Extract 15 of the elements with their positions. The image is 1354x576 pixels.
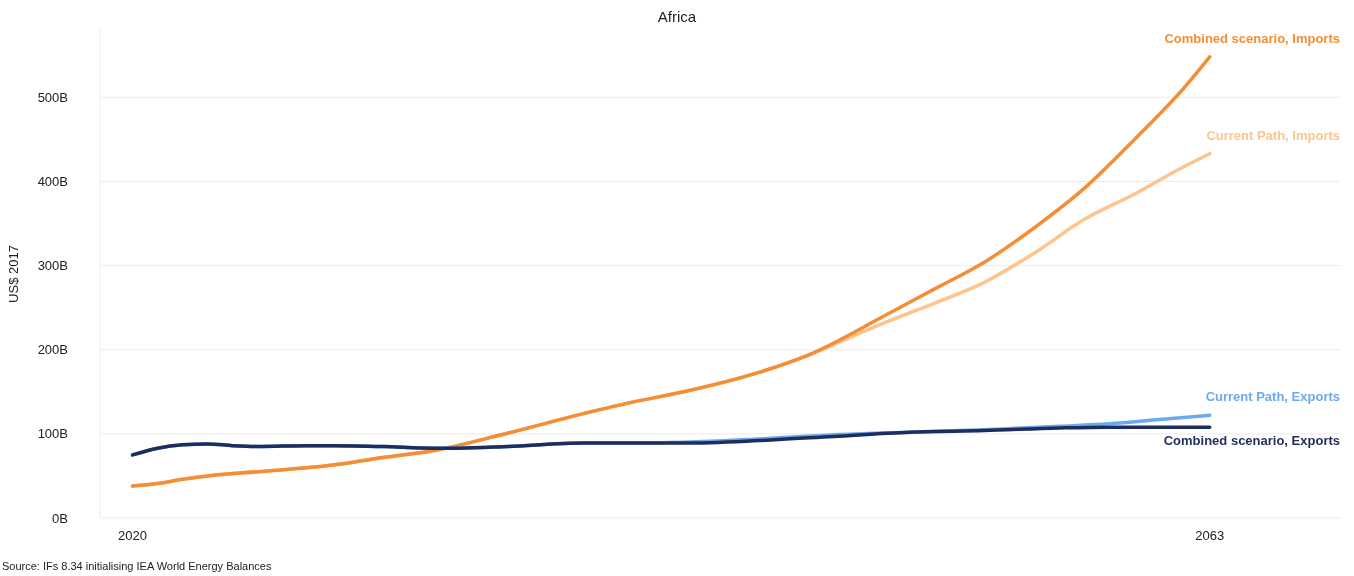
- y-tick-label: 100B: [37, 426, 68, 442]
- y-tick-label: 0B: [52, 510, 68, 526]
- series-label: Combined scenario, Exports: [1163, 433, 1340, 449]
- chart-title: Africa: [657, 8, 697, 25]
- y-axis-title: US$ 2017: [6, 245, 21, 303]
- y-tick-label: 500B: [37, 89, 68, 105]
- series-label: Current Path, Imports: [1206, 127, 1340, 143]
- text: Combined scenario, Imports: [1164, 30, 1340, 46]
- series-label: Current Path, Exports: [1205, 389, 1340, 405]
- source-note: Source: IFs 8.34 initialising IEA World Energy Balances: [2, 560, 272, 572]
- x-tick-label: 2063: [1195, 528, 1225, 543]
- x-tick-label: 2020: [118, 528, 148, 543]
- y-tick-label: 400B: [37, 174, 68, 189]
- y-tick-label: 300B: [37, 258, 68, 274]
- y-tick-label: 200B: [37, 342, 68, 358]
